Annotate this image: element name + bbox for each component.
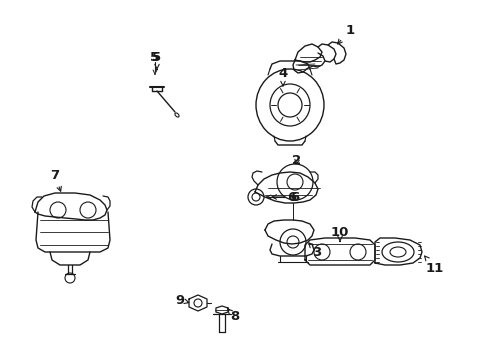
Text: 1: 1 [337, 23, 354, 44]
Text: 2: 2 [292, 153, 301, 166]
Text: 3: 3 [308, 243, 321, 258]
Text: 5: 5 [150, 50, 159, 63]
Text: 11: 11 [424, 256, 443, 275]
Text: 9: 9 [175, 293, 188, 306]
Text: 7: 7 [50, 168, 61, 191]
Text: 10: 10 [330, 225, 348, 242]
Text: 4: 4 [278, 67, 287, 86]
Text: 8: 8 [227, 309, 239, 324]
Text: 6: 6 [287, 190, 296, 203]
Text: 6: 6 [271, 190, 299, 203]
Text: 5: 5 [152, 50, 161, 69]
